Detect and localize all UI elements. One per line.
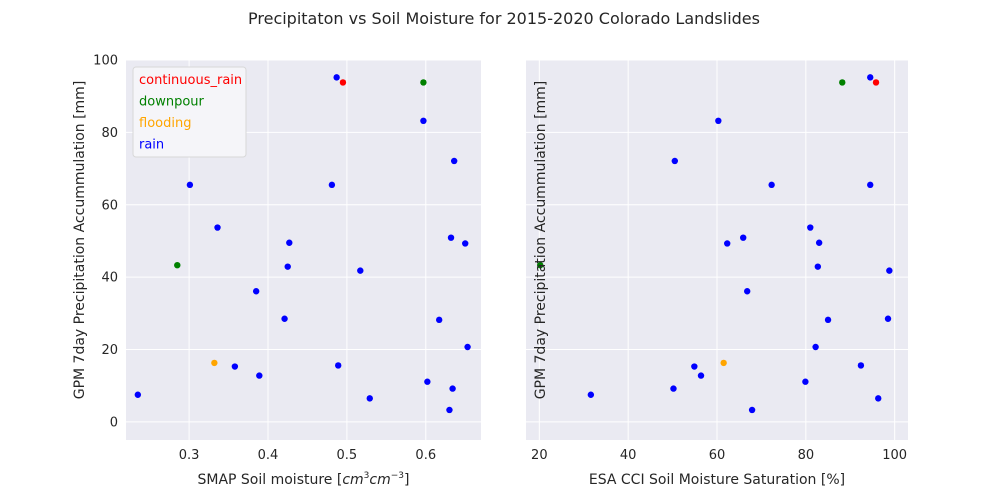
data-point-rain xyxy=(447,234,455,241)
esa-scatter-panel: 20 40 60 80 100 ESA CCI Soil Moisture Satura… xyxy=(526,59,908,488)
legend-entry-flooding: flooding xyxy=(139,116,191,131)
data-point-rain xyxy=(214,224,221,231)
y-tick-label: 0 xyxy=(110,415,118,430)
smap-scatter-panel: 0.3 0.4 0.5 0.6 0 20 40 60 80 100 SMAP Soil mois… xyxy=(72,54,481,488)
data-point-rain xyxy=(875,395,882,402)
data-point-rain xyxy=(186,181,194,189)
legend-entry-rain: rain xyxy=(139,138,164,153)
chart-title: Precipitaton vs Soil Moisture for 2015-2… xyxy=(248,9,760,28)
data-point-rain xyxy=(857,362,865,369)
data-point-rain xyxy=(807,224,814,231)
y-tick-label: 100 xyxy=(93,54,118,69)
data-point-rain xyxy=(671,157,679,165)
x-tick-label: 0.3 xyxy=(179,448,200,463)
data-point-continuous-rain xyxy=(872,79,880,86)
data-point-rain xyxy=(281,315,288,322)
x-axis-label-smap-exp2: −3 xyxy=(391,471,404,481)
data-point-rain xyxy=(462,240,469,247)
data-point-rain xyxy=(768,181,775,189)
data-point-rain xyxy=(814,263,822,270)
data-point-rain xyxy=(446,406,453,414)
x-axis-label-smap-close: ] xyxy=(404,472,409,488)
data-point-rain xyxy=(812,343,819,351)
x-tick-label: 100 xyxy=(882,448,907,463)
data-point-rain xyxy=(256,372,263,379)
x-axis-label-smap: SMAP Soil moisture [cm3cm−3] xyxy=(197,471,409,488)
x-tick-label: 60 xyxy=(709,448,726,463)
x-tick-label: 0.5 xyxy=(337,448,358,463)
points-smap xyxy=(134,74,471,414)
data-point-rain xyxy=(286,239,293,246)
data-point-downpour xyxy=(839,79,846,86)
x-tick-label: 40 xyxy=(620,448,637,463)
data-point-rain xyxy=(333,74,340,81)
x-tick-label: 20 xyxy=(531,448,548,463)
data-point-rain xyxy=(748,406,756,414)
x-ticks-smap: 0.3 0.4 0.5 0.6 xyxy=(179,448,436,463)
data-point-rain xyxy=(691,363,698,370)
y-ticks-smap: 0 20 40 60 80 100 xyxy=(93,54,118,431)
data-point-rain xyxy=(435,316,443,324)
data-point-rain xyxy=(886,267,893,274)
data-point-rain xyxy=(884,315,892,322)
data-point-rain xyxy=(697,372,705,379)
y-tick-label: 20 xyxy=(101,343,118,358)
data-point-rain xyxy=(744,288,751,295)
data-point-rain xyxy=(449,385,456,392)
data-point-rain xyxy=(366,395,373,402)
data-point-rain xyxy=(252,288,260,295)
x-axis-label-smap-main: SMAP Soil moisture [ xyxy=(197,472,342,488)
data-point-rain xyxy=(670,385,677,392)
y-axis-label-esa: GPM 7day Precipitation Accummulation [mm… xyxy=(533,81,549,400)
data-point-rain xyxy=(284,263,291,270)
legend-entry-downpour: downpour xyxy=(139,95,205,110)
data-point-rain xyxy=(740,234,747,241)
data-point-rain xyxy=(724,240,731,247)
legend-box xyxy=(132,66,247,158)
data-point-downpour xyxy=(420,79,427,86)
data-point-rain xyxy=(134,391,142,398)
y-tick-label: 40 xyxy=(101,271,118,286)
data-point-rain xyxy=(450,157,458,165)
data-point-rain xyxy=(231,363,239,370)
legend-entry-continuous-rain: continuous_rain xyxy=(139,73,242,88)
data-point-rain xyxy=(424,378,431,385)
data-point-flooding xyxy=(720,359,727,367)
x-axis-label-smap-exp1: 3 xyxy=(364,471,370,481)
data-point-rain xyxy=(715,117,722,125)
x-axis-label-esa: ESA CCI Soil Moisture Saturation [%] xyxy=(589,472,845,488)
data-point-flooding xyxy=(211,359,218,367)
y-tick-label: 80 xyxy=(101,126,118,141)
data-point-rain xyxy=(328,181,336,189)
y-tick-label: 60 xyxy=(101,198,118,213)
data-point-rain xyxy=(824,316,832,324)
data-point-rain xyxy=(420,117,427,125)
x-axis-label-smap-unit: cm xyxy=(342,472,363,488)
x-tick-label: 80 xyxy=(798,448,815,463)
data-point-downpour xyxy=(174,262,181,269)
legend: continuous_rain downpour flooding rain xyxy=(132,66,247,158)
data-point-rain xyxy=(587,391,595,398)
x-axis-label-smap-unit2: cm xyxy=(369,472,390,488)
data-point-rain xyxy=(867,74,874,81)
points-esa xyxy=(537,74,893,414)
grid-esa xyxy=(526,59,908,440)
y-axis-label-smap: GPM 7day Precipitation Accummulation [mm… xyxy=(72,81,88,400)
x-tick-label: 0.6 xyxy=(415,448,436,463)
x-tick-label: 0.4 xyxy=(258,448,279,463)
data-point-rain xyxy=(867,181,874,189)
data-point-continuous-rain xyxy=(339,79,347,86)
x-ticks-esa: 20 40 60 80 100 xyxy=(531,448,907,463)
data-point-rain xyxy=(815,239,823,246)
data-point-rain xyxy=(464,343,471,351)
data-point-downpour xyxy=(537,262,544,269)
data-point-rain xyxy=(335,362,342,369)
data-point-rain xyxy=(802,378,809,385)
data-point-rain xyxy=(357,267,364,274)
